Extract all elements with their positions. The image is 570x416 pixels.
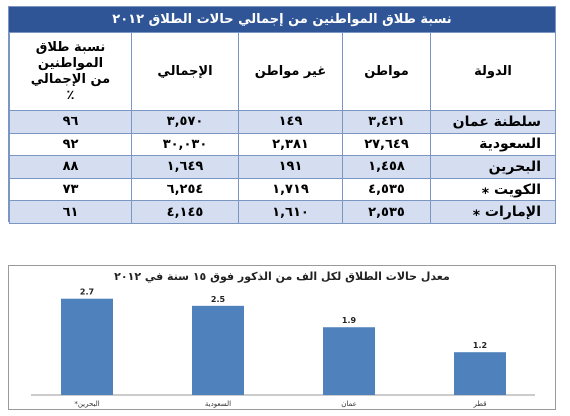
category-label: عمان	[341, 400, 357, 408]
cell-citizen: ٤,٥٣٥	[342, 177, 431, 202]
table-row: الإمارات ⁎ ٢,٥٣٥ ١,٦١٠ ٤,١٤٥ ٦١	[9, 200, 556, 224]
cell-citizen: ١,٤٥٨	[342, 155, 431, 179]
header-citizen: مواطن	[342, 32, 431, 111]
cell-citizen: ٢٧,٦٤٩	[342, 132, 431, 157]
bar-value-label: 2.7	[80, 288, 94, 297]
cell-ratio: ٩٦	[9, 110, 132, 134]
chart-title: معدل حالات الطلاق لكل الف من الذكور فوق …	[114, 270, 450, 283]
cell-non-citizen: ١٤٩	[238, 110, 343, 134]
header-country: الدولة	[430, 32, 556, 111]
cell-total: ١,٦٤٩	[131, 155, 239, 179]
bar-value-label: 2.5	[211, 295, 226, 304]
bar-value-label: 1.9	[342, 316, 357, 325]
category-label: قطر	[473, 400, 487, 408]
cell-ratio: ٩٢	[9, 132, 132, 157]
bar-value-label: 1.2	[473, 341, 487, 350]
chart-canvas: 2.7 البحرين* 2.5 السعودية 1.9 عمان 1.2 قطر	[31, 288, 535, 408]
cell-citizen: ٢,٥٣٥	[342, 200, 431, 224]
divorce-table: نسبة طلاق المواطنين من إجمالي حالات الطل…	[8, 6, 556, 224]
header-ratio: نسبة طلاق المواطنين من الإجمالي ٪	[9, 32, 132, 111]
cell-country: الإمارات ⁎	[430, 200, 556, 224]
cell-total: ٣,٥٧٠	[131, 110, 239, 134]
bar	[192, 305, 244, 395]
category-label: البحرين*	[74, 400, 99, 408]
cell-ratio: ٨٨	[9, 155, 132, 179]
cell-country: البحرين	[430, 155, 556, 179]
bar	[454, 352, 506, 395]
cell-non-citizen: ١,٧١٩	[238, 177, 343, 202]
cell-non-citizen: ١,٦١٠	[238, 200, 343, 224]
bar	[323, 327, 375, 395]
header-row: الدولة مواطن غير مواطن الإجمالي نسبة طلا…	[9, 32, 556, 111]
data-table: الدولة مواطن غير مواطن الإجمالي نسبة طلا…	[9, 32, 556, 224]
header-total: الإجمالي	[131, 32, 239, 111]
cell-country: سلطنة عمان	[430, 110, 556, 134]
cell-citizen: ٣,٤٢١	[342, 110, 431, 134]
table-row: سلطنة عمان ٣,٤٢١ ١٤٩ ٣,٥٧٠ ٩٦	[9, 110, 556, 134]
cell-country: الكويت ⁎	[430, 177, 556, 202]
bar	[61, 298, 113, 395]
cell-country: السعودية	[430, 132, 556, 157]
cell-total: ٤,١٤٥	[131, 200, 239, 224]
header-non-citizen: غير مواطن	[238, 32, 343, 111]
divorce-rate-chart: معدل حالات الطلاق لكل الف من الذكور فوق …	[8, 265, 556, 410]
cell-total: ٦,٢٥٤	[131, 177, 239, 202]
cell-non-citizen: ١٩١	[238, 155, 343, 179]
cell-non-citizen: ٢,٣٨١	[238, 132, 343, 157]
cell-ratio: ٧٣	[9, 177, 132, 202]
table-row: الكويت ⁎ ٤,٥٣٥ ١,٧١٩ ٦,٢٥٤ ٧٣	[9, 177, 556, 202]
cell-ratio: ٦١	[9, 200, 132, 224]
table-row: السعودية ٢٧,٦٤٩ ٢,٣٨١ ٣٠,٠٣٠ ٩٢	[9, 132, 556, 157]
table-title: نسبة طلاق المواطنين من إجمالي حالات الطل…	[9, 7, 555, 32]
category-label: السعودية	[205, 400, 231, 408]
table-row: البحرين ١,٤٥٨ ١٩١ ١,٦٤٩ ٨٨	[9, 155, 556, 179]
cell-total: ٣٠,٠٣٠	[131, 132, 239, 157]
